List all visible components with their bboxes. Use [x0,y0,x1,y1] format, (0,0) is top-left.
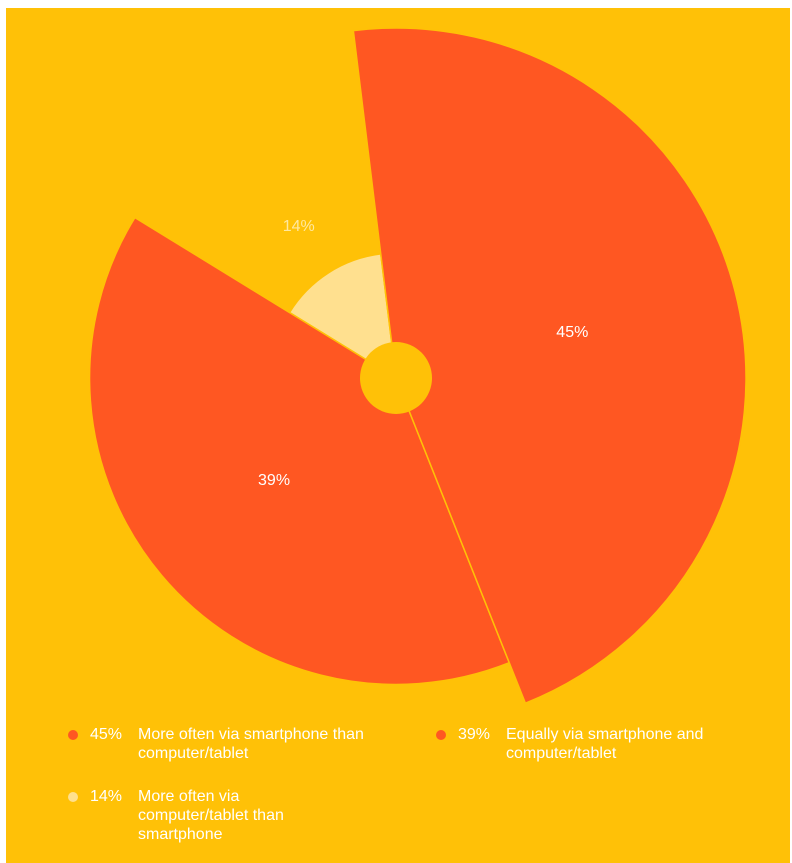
pie-slice[interactable] [352,27,747,705]
legend-value: 14% [90,788,123,805]
legend-item-computer-more[interactable]: 14% More often via computer/tablet than … [68,787,368,844]
legend-marker [68,730,78,740]
legend-item-equally[interactable]: 39% Equally via smartphone and computer/… [436,725,786,763]
chart-canvas: 45% 39% 14% 45% More often via smartphone … [6,8,790,863]
legend-label: More often via computer/tablet than smar… [138,788,284,843]
legend-marker [436,730,446,740]
legend-label: Equally via smartphone and computer/tabl… [506,726,704,762]
legend-value: 39% [458,726,491,743]
legend-marker [68,792,78,802]
legend-value: 45% [90,726,123,743]
pie-chart: 45% 39% 14% [88,27,747,705]
center-hole [360,342,432,414]
slice-value-label: 14% [283,218,315,235]
pie-slice[interactable] [288,253,397,380]
legend-item-smartphone-more[interactable]: 45% More often via smartphone than compu… [68,725,428,763]
pie-slice[interactable] [88,216,511,686]
legend-label: More often via smartphone than computer/… [138,726,364,762]
slice-value-label: 45% [556,324,588,341]
slice-value-label: 39% [258,472,290,489]
